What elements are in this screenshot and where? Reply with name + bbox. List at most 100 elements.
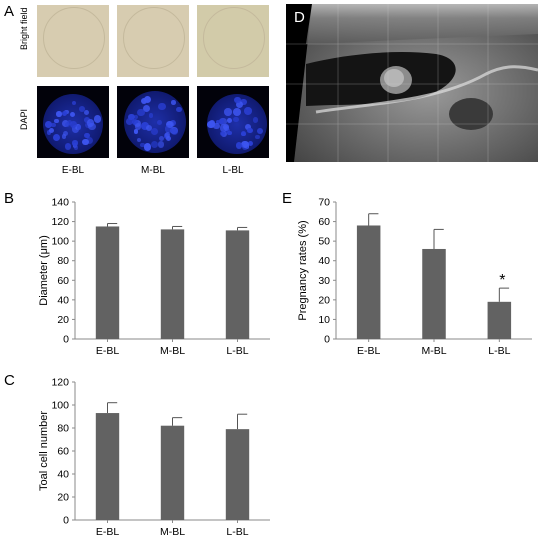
nucleus [84,132,90,139]
chart-cell-number: 0 20 40 60 80 100 120 E-BL M-BL L-BL Toal cell num… [38,377,270,538]
bar [356,225,381,339]
bright-field-image-lbl [197,5,269,77]
nucleus [44,120,52,128]
nucleus [213,122,220,130]
chart-diameter: 0 20 40 60 80 100 120 140 E-BL M-BL L-BL Diameter (… [38,197,270,357]
ultrasound-image: D [286,4,539,162]
panel-letter-d: D [294,9,305,26]
x-tick-label: E-BL [96,526,120,538]
nucleus [167,120,175,128]
nucleus [73,145,79,150]
y-tick-label: 40 [57,469,69,481]
nucleus [128,113,136,121]
nucleus [56,111,62,117]
y-tick-label: 10 [318,314,330,326]
nucleus [134,114,139,119]
nucleus [54,118,59,124]
x-tick-label: L-BL [488,345,510,357]
bar [225,230,250,339]
nucleus [164,125,173,133]
nucleus [157,119,163,125]
nucleus [227,131,232,136]
row-label-bright-field: Bright field [19,7,29,50]
x-tick-label: E-BL [357,345,381,357]
nucleus [61,110,68,117]
nucleus [171,100,176,105]
nucleus [49,128,55,134]
nucleus [136,137,141,142]
chart-pregnancy-rates: 0 10 20 30 40 50 60 70 E-BL M-BL L-BL * Pregnancy ra… [297,197,532,357]
y-tick-label: 60 [318,216,330,228]
nucleus [252,116,259,123]
nucleus [158,136,164,142]
nucleus [70,112,76,118]
bar [487,301,512,339]
nucleus [88,122,96,131]
nucleus [232,108,241,117]
nucleus [256,127,263,134]
nucleus [76,125,82,130]
nucleus [61,134,66,139]
nucleus [72,140,78,146]
nucleus [140,143,145,148]
y-tick-label: 50 [318,236,330,248]
nucleus [208,119,216,127]
nucleus [235,142,243,150]
nucleus [165,135,172,142]
nucleus [83,109,89,115]
nucleus [151,140,159,148]
nucleus [141,98,148,105]
x-tick-label: L-BL [226,526,248,538]
y-tick-label: 40 [318,255,330,267]
nucleus [254,134,260,140]
nucleus [141,121,150,130]
y-tick-label: 70 [318,197,330,209]
y-tick-label: 0 [324,334,330,346]
y-axis-title: Toal cell number [38,411,50,491]
dapi-image-mbl [117,86,189,158]
y-tick-label: 100 [51,236,69,248]
bar [225,429,250,520]
nucleus [51,122,56,128]
nucleus [148,113,153,118]
y-tick-label: 20 [57,492,69,504]
bar [95,413,120,520]
x-tick-label: M-BL [160,345,185,357]
bar [160,229,185,339]
panel-letter-c: C [4,372,15,389]
x-tick-label: E-BL [96,345,120,357]
column-label-lbl: L-BL [222,165,244,176]
nucleus [219,119,224,124]
nucleus [137,108,145,117]
nucleus [157,141,164,148]
x-tick-label: M-BL [421,345,446,357]
nucleus [46,130,52,136]
nucleus [52,133,60,141]
nucleus [240,98,247,105]
bar [160,425,185,520]
dapi-image-lbl [197,86,269,158]
y-tick-label: 0 [63,515,69,527]
nucleus [134,123,141,130]
nucleus [233,116,239,123]
bright-field-image-ebl [37,5,109,77]
significance-marker: * [499,272,505,289]
nucleus [93,115,102,123]
panel-letter-e: E [282,190,293,207]
y-tick-label: 0 [63,334,69,346]
nucleus [220,130,225,136]
nucleus [70,121,77,128]
nucleus [242,143,248,149]
nucleus [151,128,158,136]
nucleus [143,95,152,103]
x-tick-label: L-BL [226,345,248,357]
ultrasound-graphic: D [286,4,539,162]
nucleus [176,106,182,113]
panel-letter-b: B [4,190,15,207]
nucleus [143,105,151,113]
y-axis-title: Diameter (μm) [38,235,50,306]
y-tick-label: 40 [57,294,69,306]
nucleus [164,131,171,138]
nucleus [158,102,166,111]
y-tick-label: 120 [51,216,69,228]
